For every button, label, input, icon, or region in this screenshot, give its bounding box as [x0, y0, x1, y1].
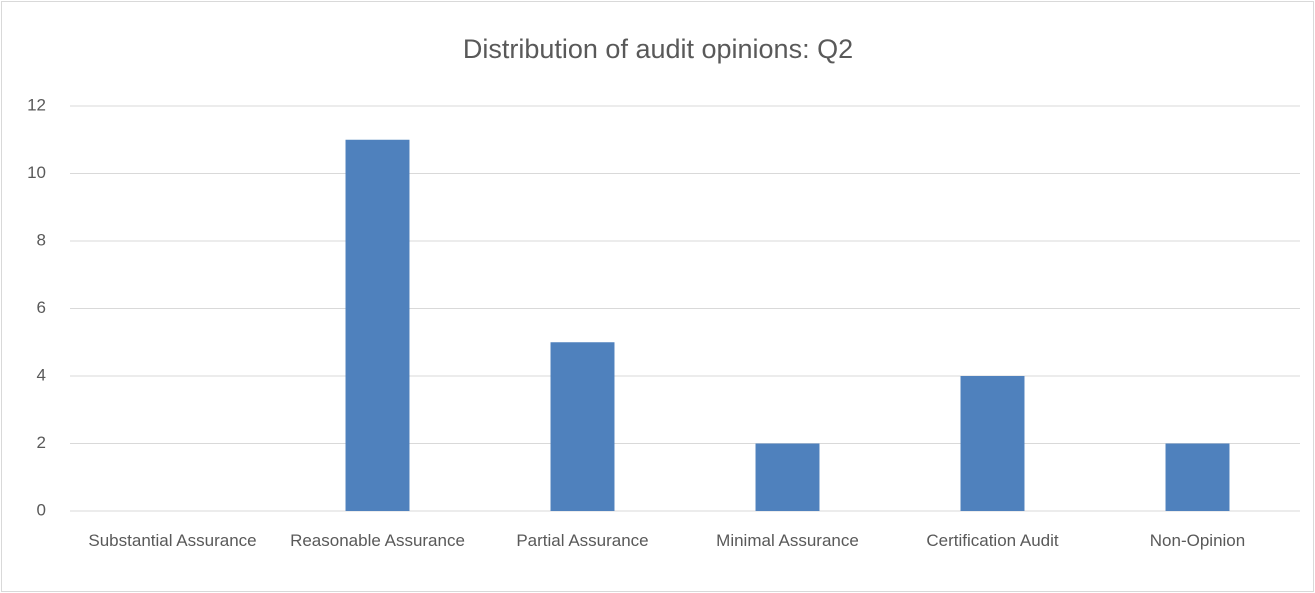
- y-tick-label: 4: [37, 365, 46, 384]
- bar: [1165, 443, 1230, 511]
- x-tick-label: Substantial Assurance: [88, 531, 257, 550]
- x-tick-label: Minimal Assurance: [716, 531, 859, 550]
- y-tick-label: 8: [37, 230, 46, 249]
- x-tick-label: Partial Assurance: [516, 531, 649, 550]
- bar: [755, 443, 820, 511]
- bar: [345, 139, 410, 511]
- bar: [550, 342, 615, 511]
- chart-title: Distribution of audit opinions: Q2: [463, 34, 853, 64]
- y-tick-label: 2: [37, 433, 46, 452]
- x-tick-label: Non-Opinion: [1149, 531, 1246, 550]
- bar: [960, 376, 1025, 511]
- x-tick-label: Certification Audit: [926, 531, 1059, 550]
- y-tick-label: 0: [37, 500, 46, 519]
- y-tick-label: 10: [27, 163, 46, 182]
- x-tick-label: Reasonable Assurance: [290, 531, 465, 550]
- y-tick-label: 12: [27, 95, 46, 114]
- y-tick-label: 6: [37, 298, 46, 317]
